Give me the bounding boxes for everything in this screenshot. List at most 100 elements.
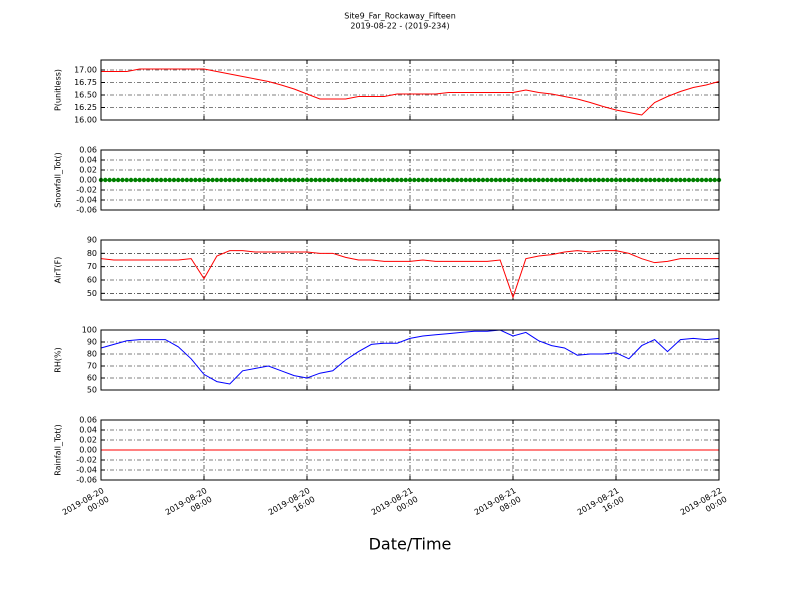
point <box>678 177 683 183</box>
point <box>343 177 348 183</box>
y-tick-label: 16.00 <box>74 116 97 125</box>
point <box>253 177 258 183</box>
point <box>588 177 593 183</box>
point <box>703 177 709 183</box>
y-tick-label: 16.50 <box>74 91 97 100</box>
y-tick-label: 16.75 <box>74 78 97 87</box>
point <box>364 177 370 183</box>
y-axis-label: P(unitless) <box>54 69 63 111</box>
y-tick-label: 17.00 <box>74 66 97 75</box>
point <box>146 177 151 183</box>
series-line <box>100 329 720 385</box>
point <box>420 177 426 183</box>
point <box>382 177 387 183</box>
point <box>532 177 537 183</box>
point <box>193 177 198 183</box>
point <box>120 177 125 183</box>
y-axis-label: AirT(F) <box>54 257 63 284</box>
point <box>502 177 507 183</box>
point <box>626 177 632 183</box>
y-tick-label: 60 <box>87 276 97 285</box>
point <box>137 177 142 183</box>
point <box>210 177 215 183</box>
point <box>257 177 262 183</box>
point <box>540 177 546 183</box>
point <box>618 177 623 183</box>
point <box>579 177 584 183</box>
point <box>270 177 275 183</box>
point <box>334 177 340 183</box>
point <box>669 177 674 183</box>
point <box>171 177 177 183</box>
plot-frame <box>100 329 720 391</box>
point <box>545 177 550 183</box>
point <box>472 177 477 183</box>
point <box>236 177 241 183</box>
y-tick-label: 0.04 <box>79 426 97 435</box>
point <box>227 177 232 183</box>
chart-subtitle: 2019-08-22 - (2019-234) <box>350 22 449 31</box>
point <box>630 177 636 183</box>
y-tick-label: 50 <box>87 289 97 298</box>
point <box>124 177 129 183</box>
point <box>519 177 524 183</box>
point <box>424 177 430 183</box>
point <box>523 177 529 183</box>
point <box>291 177 297 183</box>
point <box>639 177 644 183</box>
point <box>326 177 331 183</box>
point <box>622 177 627 183</box>
point <box>266 177 271 183</box>
point <box>485 177 490 183</box>
point <box>390 177 396 183</box>
point <box>497 177 503 183</box>
y-tick-label: 80 <box>87 350 97 359</box>
point <box>154 177 159 183</box>
point <box>133 177 138 183</box>
point <box>206 177 211 183</box>
point <box>613 177 619 183</box>
plot-frame <box>100 419 720 481</box>
point <box>111 177 117 183</box>
point <box>167 177 172 183</box>
y-tick-label: 70 <box>87 362 97 371</box>
point <box>708 177 713 183</box>
point <box>699 177 705 183</box>
point <box>592 177 597 183</box>
point <box>279 177 284 183</box>
y-tick-label: 0.06 <box>79 146 97 155</box>
series-line <box>101 68 720 116</box>
point <box>691 177 696 183</box>
point <box>682 177 687 183</box>
point <box>107 177 112 183</box>
point <box>283 177 288 183</box>
point <box>386 177 391 183</box>
point <box>158 177 164 183</box>
point <box>403 177 408 183</box>
point <box>510 177 516 183</box>
point <box>394 177 400 183</box>
y-tick-label: 0.04 <box>79 156 97 165</box>
y-tick-label: 0.02 <box>79 166 97 175</box>
point <box>596 177 602 183</box>
point <box>467 177 473 183</box>
point <box>412 177 417 183</box>
plot-frame <box>100 239 720 301</box>
y-tick-label: -0.06 <box>76 476 97 485</box>
point <box>240 177 245 183</box>
point <box>652 177 657 183</box>
point <box>527 177 533 183</box>
plot-frame <box>100 59 720 121</box>
point <box>583 177 589 183</box>
y-tick-label: 60 <box>87 374 97 383</box>
point <box>330 177 335 183</box>
point <box>223 177 228 183</box>
point <box>536 177 541 183</box>
point <box>188 177 194 183</box>
point <box>296 177 301 183</box>
y-tick-label: 0.06 <box>79 416 97 425</box>
point <box>673 177 679 183</box>
y-tick-label: 0.00 <box>79 446 97 455</box>
